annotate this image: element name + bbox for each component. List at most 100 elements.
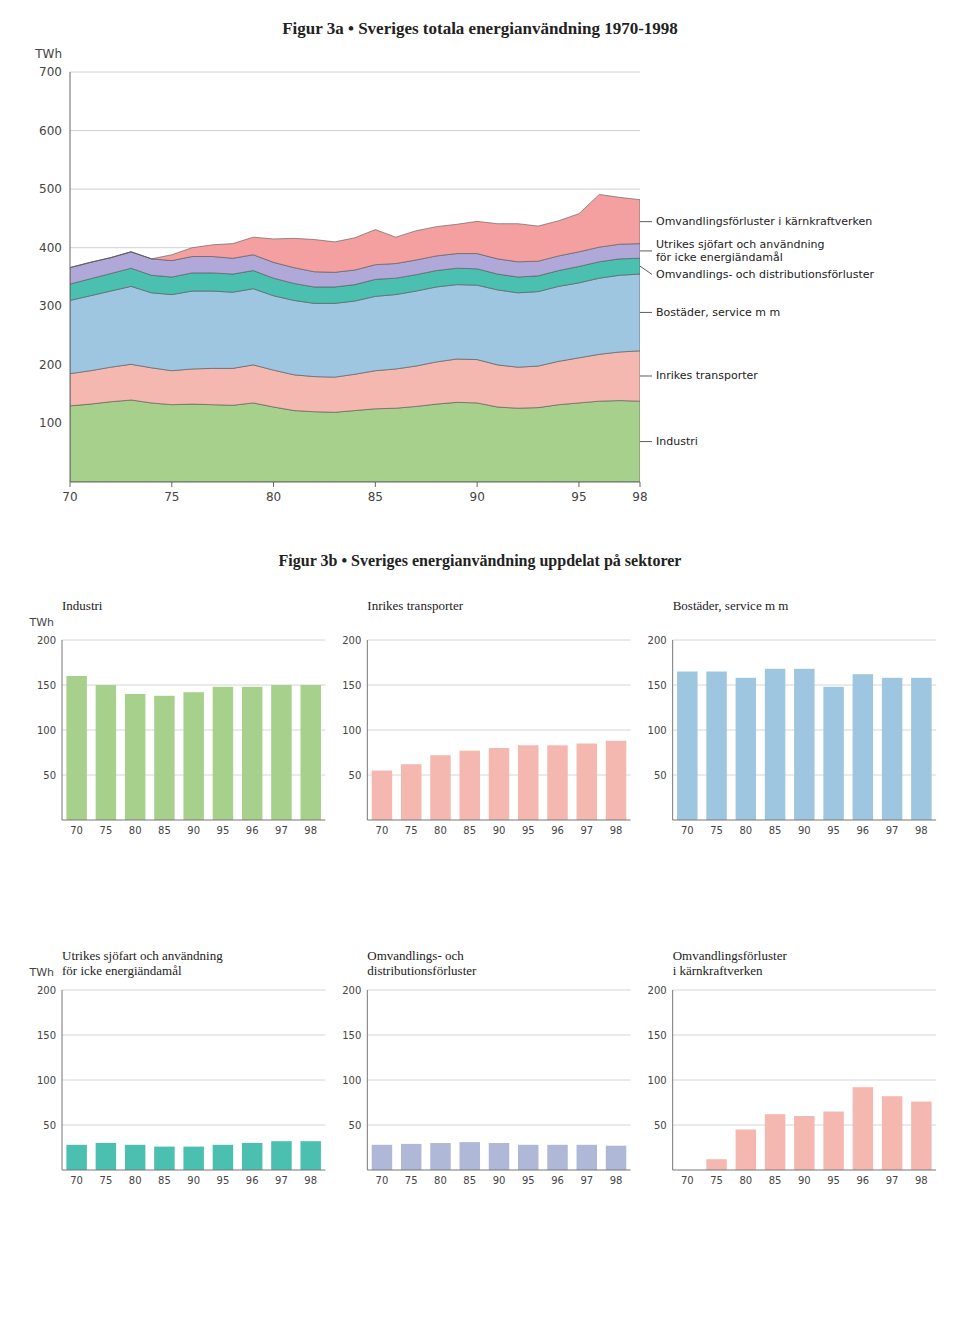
series-label: Omvandlings- och distributionsförluster bbox=[656, 268, 874, 281]
x-tick-label: 96 bbox=[551, 825, 564, 836]
x-tick-label: 97 bbox=[886, 825, 899, 836]
x-axis-line bbox=[62, 820, 325, 821]
bar bbox=[372, 771, 392, 821]
bar-panel: Inrikes transporter501001502007075808590… bbox=[342, 598, 630, 836]
panel-title-line: Inrikes transporter bbox=[367, 598, 463, 613]
x-tick-label: 75 bbox=[100, 1175, 113, 1186]
x-tick-label: 90 bbox=[470, 490, 485, 504]
leader-line bbox=[640, 221, 652, 222]
panel-title-line: Bostäder, service m m bbox=[673, 598, 789, 613]
panel-title-line: Omvandlings- och bbox=[367, 948, 464, 963]
bar bbox=[547, 1145, 567, 1170]
x-tick-label: 70 bbox=[70, 825, 83, 836]
series-label-line: Omvandlingsförluster i kärnkraftverken bbox=[656, 215, 872, 228]
y-tick-label: 200 bbox=[37, 985, 56, 996]
panel-title-line: Utrikes sjöfart och användning bbox=[62, 948, 223, 963]
y-tick-label: 150 bbox=[37, 680, 56, 691]
panel-title: Omvandlings- ochdistributionsförluster bbox=[367, 948, 477, 978]
grid-line bbox=[673, 1035, 936, 1036]
areas bbox=[70, 194, 640, 482]
panel-title-line: för icke energiändamål bbox=[62, 963, 182, 978]
x-tick bbox=[273, 482, 274, 487]
x-tick bbox=[171, 482, 172, 487]
x-axis-line bbox=[70, 482, 640, 483]
grid-line bbox=[367, 640, 630, 641]
background bbox=[0, 0, 960, 1319]
grid-line bbox=[62, 1035, 325, 1036]
x-tick-label: 90 bbox=[798, 825, 811, 836]
panel-title-line: distributionsförluster bbox=[367, 963, 477, 978]
x-tick bbox=[375, 482, 376, 487]
leader-line bbox=[640, 266, 652, 274]
x-tick-label: 80 bbox=[739, 825, 752, 836]
grid-line bbox=[62, 640, 325, 641]
x-tick-label: 70 bbox=[62, 490, 77, 504]
bar bbox=[242, 687, 262, 820]
bar bbox=[271, 685, 291, 820]
series-label-line: Inrikes transporter bbox=[656, 369, 758, 382]
x-axis-line bbox=[367, 820, 630, 821]
x-tick-label: 95 bbox=[522, 825, 535, 836]
bar bbox=[911, 678, 931, 820]
bar-panel: Omvandlings- ochdistributionsförluster50… bbox=[342, 948, 630, 1186]
y-tick-label: 300 bbox=[39, 299, 62, 313]
x-axis-line bbox=[673, 1170, 936, 1171]
x-tick-label: 80 bbox=[129, 825, 142, 836]
x-tick bbox=[477, 482, 478, 487]
x-tick-label: 90 bbox=[187, 1175, 200, 1186]
bar bbox=[489, 1143, 509, 1170]
bar bbox=[460, 751, 480, 820]
y-tick-label: 150 bbox=[648, 680, 667, 691]
series-label-line: Omvandlings- och distributionsförluster bbox=[656, 268, 874, 281]
x-tick-label: 98 bbox=[304, 1175, 317, 1186]
grid-line bbox=[673, 1080, 936, 1081]
y-tick-label: 100 bbox=[648, 1075, 667, 1086]
y-tick-label: 200 bbox=[39, 358, 62, 372]
x-tick-label: 98 bbox=[915, 1175, 928, 1186]
y-tick-label: 50 bbox=[654, 1120, 667, 1131]
bar bbox=[518, 1145, 538, 1170]
bar bbox=[853, 1087, 873, 1170]
y-axis-line bbox=[62, 990, 63, 1170]
bar bbox=[736, 678, 756, 820]
x-tick-label: 80 bbox=[434, 825, 447, 836]
x-axis-line bbox=[367, 1170, 630, 1171]
bar bbox=[547, 745, 567, 820]
panel-title: Bostäder, service m m bbox=[673, 598, 789, 613]
x-tick-label: 95 bbox=[827, 825, 840, 836]
x-tick-label: 95 bbox=[827, 1175, 840, 1186]
x-axis-line bbox=[62, 1170, 325, 1171]
grid-line bbox=[70, 72, 640, 73]
y-tick-label: 400 bbox=[39, 241, 62, 255]
y-tick-label: 50 bbox=[43, 770, 56, 781]
y-tick-label: 150 bbox=[648, 1030, 667, 1041]
bar bbox=[765, 669, 785, 820]
y-tick-label: 50 bbox=[43, 1120, 56, 1131]
x-tick-label: 85 bbox=[769, 1175, 782, 1186]
y-tick-label: 100 bbox=[342, 1075, 361, 1086]
leader-line bbox=[640, 441, 652, 442]
y-tick-label: 700 bbox=[39, 65, 62, 79]
x-tick-label: 75 bbox=[405, 1175, 418, 1186]
x-tick-label: 85 bbox=[368, 490, 383, 504]
grid-line bbox=[62, 1125, 325, 1126]
grid-line bbox=[367, 685, 630, 686]
x-tick-label: 85 bbox=[158, 1175, 171, 1186]
bar bbox=[242, 1143, 262, 1170]
panel-title-line: Industri bbox=[62, 598, 103, 613]
y-tick-label: 100 bbox=[342, 725, 361, 736]
x-tick-label: 96 bbox=[856, 825, 869, 836]
bar bbox=[372, 1145, 392, 1170]
bar bbox=[853, 674, 873, 820]
y-tick-label: 50 bbox=[349, 770, 362, 781]
panel-title-line: Omvandlingsförluster bbox=[673, 948, 788, 963]
bars bbox=[66, 676, 321, 820]
bar bbox=[882, 678, 902, 820]
bar bbox=[154, 696, 174, 820]
bar bbox=[401, 764, 421, 820]
series-label: Inrikes transporter bbox=[656, 369, 758, 382]
bar-panels: Figur 3b • Sveriges energianvändning upp… bbox=[28, 552, 936, 1186]
x-tick-label: 75 bbox=[405, 825, 418, 836]
bars bbox=[66, 1141, 321, 1170]
x-tick-label: 97 bbox=[275, 1175, 288, 1186]
